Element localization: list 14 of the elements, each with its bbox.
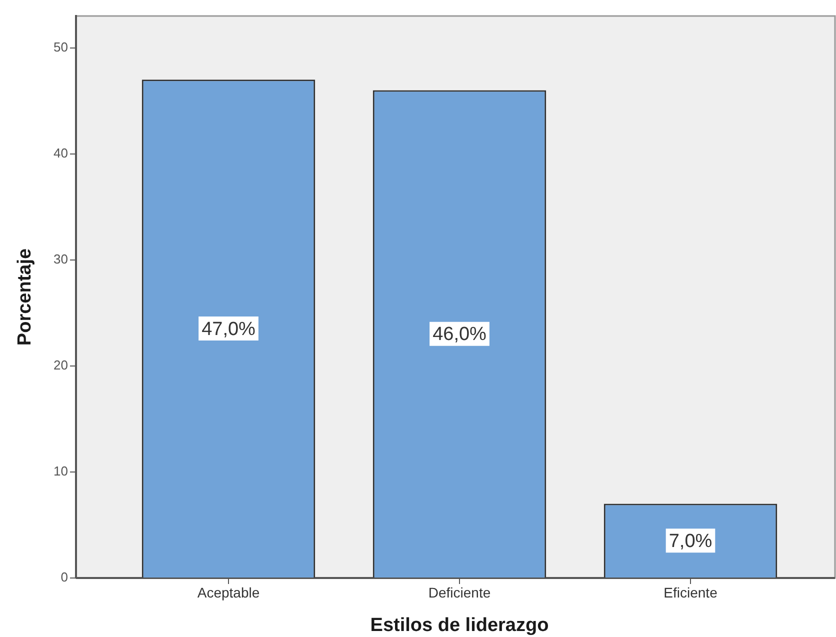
data-label: 7,0% [668,530,712,552]
data-label: 47,0% [202,318,256,340]
y-tick-label: 20 [54,358,68,373]
y-axis-title: Porcentaje [14,248,36,346]
x-tick-label: Aceptable [197,584,260,600]
y-tick-label: 40 [54,145,68,160]
y-tick-label: 10 [54,464,68,479]
y-tick-label: 0 [60,570,68,585]
data-label: 46,0% [432,324,487,346]
x-axis-title: Estilos de liderazgo [370,614,549,636]
x-tick-label: Deficiente [428,584,491,600]
y-tick-label: 50 [54,39,68,54]
x-tick-label: Eficiente [664,584,718,600]
y-tick-label: 30 [54,251,68,266]
